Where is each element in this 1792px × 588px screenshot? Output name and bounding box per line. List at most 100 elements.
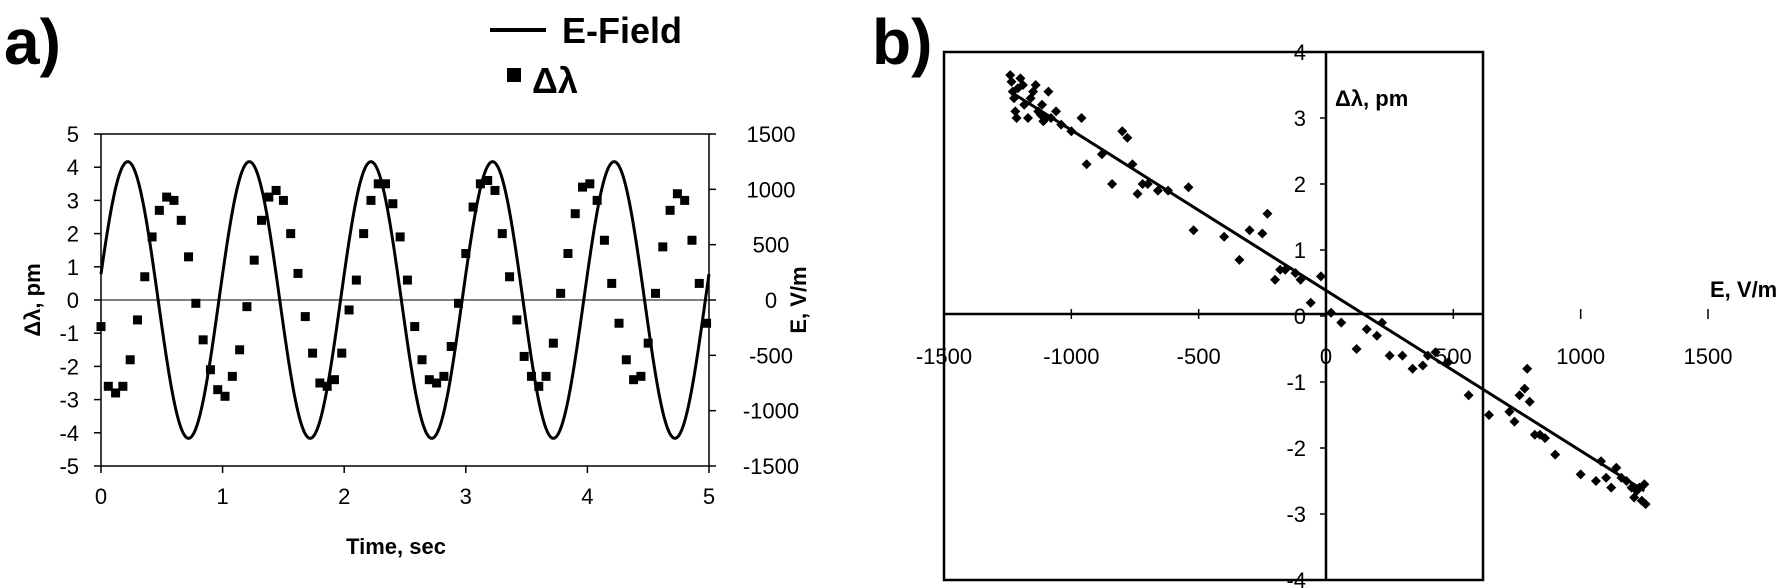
data-point-diamond: [1117, 126, 1128, 137]
y-tick-label: -4: [59, 421, 79, 446]
e-field-curve: [99, 160, 711, 440]
delta-lambda-point: [402, 275, 412, 285]
delta-lambda-point: [424, 375, 434, 385]
delta-lambda-point: [548, 338, 558, 348]
linear-fit-line: [1009, 90, 1646, 493]
panel-a-label: a): [4, 6, 61, 78]
delta-lambda-point: [534, 381, 544, 391]
data-point-diamond: [1262, 208, 1273, 219]
data-point-diamond: [1010, 106, 1021, 117]
y-tick-label: 3: [1294, 106, 1306, 131]
data-point-diamond: [1590, 476, 1601, 486]
delta-lambda-point: [629, 375, 639, 385]
data-point-diamond: [1037, 99, 1048, 110]
delta-lambda-point: [359, 229, 369, 239]
data-point-diamond: [1280, 264, 1291, 275]
y-tick-label: -3: [59, 388, 79, 413]
data-point-diamond: [1575, 469, 1586, 480]
data-point-diamond: [1422, 350, 1433, 361]
delta-lambda-point: [271, 185, 281, 195]
delta-lambda-point: [578, 182, 588, 192]
data-point-diamond: [1377, 317, 1388, 328]
delta-lambda-point: [643, 338, 653, 348]
y-tick-label: -4: [1286, 568, 1306, 588]
delta-lambda-point: [205, 365, 215, 375]
delta-lambda-point: [213, 385, 223, 395]
data-point-diamond: [1430, 347, 1441, 358]
x-tick-label: 1500: [1684, 344, 1733, 369]
data-point-diamond: [1504, 406, 1515, 417]
delta-lambda-point: [381, 179, 391, 189]
panel-b-y-axis-title: Δλ, pm: [1335, 86, 1408, 111]
delta-lambda-point: [286, 229, 296, 239]
delta-lambda-point: [512, 315, 522, 325]
y2-tick-label: -500: [749, 343, 793, 368]
data-point-diamond: [1524, 396, 1535, 407]
delta-lambda-point: [308, 348, 318, 358]
delta-lambda-point: [461, 249, 471, 259]
delta-lambda-point: [658, 242, 668, 252]
data-point-diamond: [1096, 149, 1107, 160]
x-tick-label: -1000: [1043, 344, 1099, 369]
data-point-diamond: [1596, 456, 1607, 467]
data-point-diamond: [1043, 86, 1054, 97]
data-point-diamond: [1017, 80, 1028, 90]
x-tick-label: 0: [95, 484, 107, 509]
delta-lambda-point: [235, 345, 245, 355]
x-tick-label: -500: [1177, 344, 1221, 369]
y-tick-label: -1: [59, 321, 79, 346]
delta-lambda-point: [585, 179, 595, 189]
data-point-diamond: [1152, 185, 1163, 196]
panel-a-chart: a) E-Field Δλ -5 -4 -3 -2 -1 0 1 2 3 4 5 -1500 -100…: [4, 6, 811, 559]
x-tick-label: 0: [1320, 344, 1332, 369]
delta-lambda-point: [162, 192, 172, 202]
data-point-diamond: [1519, 383, 1530, 394]
y2-tick-label: -1000: [743, 399, 799, 424]
delta-lambda-point: [483, 175, 493, 185]
data-point-diamond: [1397, 350, 1408, 361]
data-point-diamond: [1030, 80, 1041, 90]
delta-lambda-point: [395, 232, 405, 242]
data-point-diamond: [1019, 99, 1030, 110]
x-tick-label: 1: [216, 484, 228, 509]
delta-lambda-point: [111, 388, 121, 398]
y-tick-label: 2: [67, 222, 79, 247]
x-tick-label: 2: [338, 484, 350, 509]
data-point-diamond: [1183, 182, 1194, 193]
delta-lambda-point: [497, 229, 507, 239]
data-point-diamond: [1009, 93, 1020, 104]
delta-lambda-point: [300, 312, 310, 322]
delta-lambda-point: [468, 202, 478, 212]
data-point-diamond: [1384, 350, 1395, 361]
x-tick-label: -1500: [916, 344, 972, 369]
delta-lambda-point: [337, 348, 347, 358]
y-tick-label: 0: [1294, 304, 1306, 329]
delta-lambda-markers: [96, 175, 712, 401]
data-point-diamond: [1483, 410, 1494, 420]
x-tick-label: 5: [703, 484, 715, 509]
data-point-diamond: [1188, 225, 1199, 236]
y-tick-label: 0: [67, 288, 79, 313]
data-point-diamond: [1640, 499, 1651, 510]
panel-b-x-axis-title: E, V/m: [1710, 277, 1777, 302]
data-point-diamond: [1137, 179, 1148, 189]
data-point-diamond: [1606, 482, 1617, 493]
data-point-diamond: [1336, 317, 1347, 328]
delta-lambda-point: [169, 195, 179, 205]
x-tick-label: 4: [581, 484, 593, 509]
delta-lambda-point: [147, 232, 157, 242]
data-point-diamond: [1550, 449, 1561, 460]
delta-lambda-point: [687, 235, 697, 245]
y-tick-label: 5: [67, 122, 79, 147]
delta-lambda-point: [490, 185, 500, 195]
data-point-diamond: [1040, 113, 1051, 123]
y-tick-label: 1: [1294, 238, 1306, 263]
panel-a-x-axis: 0 1 2 3 4 5: [95, 466, 715, 509]
delta-lambda-point: [454, 298, 464, 308]
delta-lambda-point: [650, 288, 660, 298]
y-tick-label: 2: [1294, 172, 1306, 197]
delta-lambda-point: [293, 268, 303, 278]
delta-lambda-point: [125, 355, 135, 365]
delta-lambda-point: [636, 371, 646, 381]
panel-b-label: b): [872, 6, 932, 78]
